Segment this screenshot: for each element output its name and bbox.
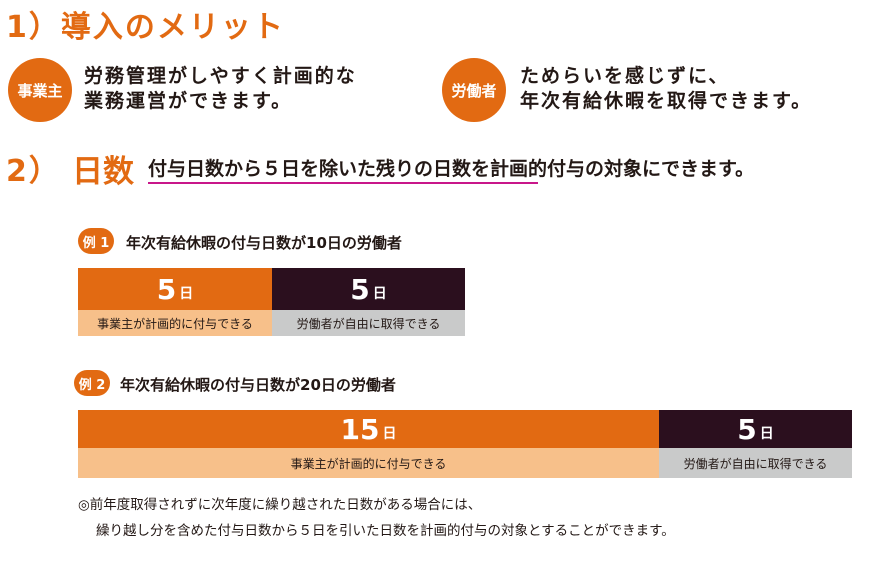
example2-employer-unit: 日 [382, 426, 397, 442]
example2-worker-days: 5 [737, 412, 757, 446]
example2-worker-label: 労働者が自由に取得できる [683, 456, 828, 471]
example2-title: 年次有給休暇の付与日数が20日の労働者 [120, 376, 396, 394]
section2-number: 2） [6, 154, 61, 189]
example1-worker-days: 5 [350, 272, 370, 306]
example2-worker-unit: 日 [759, 426, 774, 442]
example1-worker-label: 労働者が自由に取得できる [296, 316, 441, 331]
example1-title: 年次有給休暇の付与日数が10日の労働者 [126, 234, 402, 252]
example1-employer-label-box: 事業主が計画的に付与できる [78, 310, 272, 336]
example2-employer-days: 15 [340, 412, 380, 446]
example1-badge: 例 1 [78, 228, 114, 254]
section2-label: 日数 [72, 154, 134, 190]
section2-underline [148, 182, 538, 184]
employer-badge: 事業主 [8, 58, 72, 122]
worker-merit-line1: ためらいを感じずに、 [520, 65, 730, 87]
employer-merit-line1: 労務管理がしやすく計画的な [84, 65, 357, 87]
section2-desc-underlined: 付与日数から５日を除いた残りの日数 [148, 158, 472, 180]
example1-employer-unit: 日 [179, 286, 194, 302]
example2-worker-label-box: 労働者が自由に取得できる [659, 448, 852, 478]
example2-employer-label-box: 事業主が計画的に付与できる [78, 448, 659, 478]
worker-merit: ためらいを感じずに、 年次有給休暇を取得できます。 [520, 64, 812, 114]
example1-employer-days: 5 [156, 272, 177, 306]
example1-worker-label-box: 労働者が自由に取得できる [272, 310, 465, 336]
carryover-note-line2: 繰り越し分を含めた付与日数から５日を引いた日数を計画的付与の対象とすることができ… [96, 523, 675, 539]
example1-employer-label: 事業主が計画的に付与できる [97, 316, 253, 331]
employer-merit: 労務管理がしやすく計画的な 業務運営ができます。 [84, 64, 357, 114]
worker-merit-line2: 年次有給休暇を取得できます。 [520, 90, 813, 112]
section1-title: 1）導入のメリット [6, 10, 285, 45]
section2-description: 付与日数から５日を除いた残りの日数を計画的付与の対象にできます。 [148, 154, 754, 181]
example2-badge: 例 2 [74, 370, 110, 396]
employer-merit-line2: 業務運営ができます。 [84, 90, 293, 112]
carryover-note-line1: ◎前年度取得されずに次年度に繰り越された日数がある場合には、 [78, 497, 482, 513]
worker-badge: 労働者 [442, 58, 506, 122]
example1-worker-unit: 日 [372, 286, 387, 302]
example2-employer-bar: 15 日 [78, 410, 659, 448]
carryover-note: ◎前年度取得されずに次年度に繰り越された日数がある場合には、 繰り越し分を含めた… [78, 492, 675, 544]
example2-employer-label: 事業主が計画的に付与できる [290, 456, 447, 471]
employer-badge-label: 事業主 [17, 81, 63, 100]
section2-desc-rest: を計画的付与の対象にできます。 [471, 158, 755, 180]
worker-badge-label: 労働者 [451, 81, 497, 100]
